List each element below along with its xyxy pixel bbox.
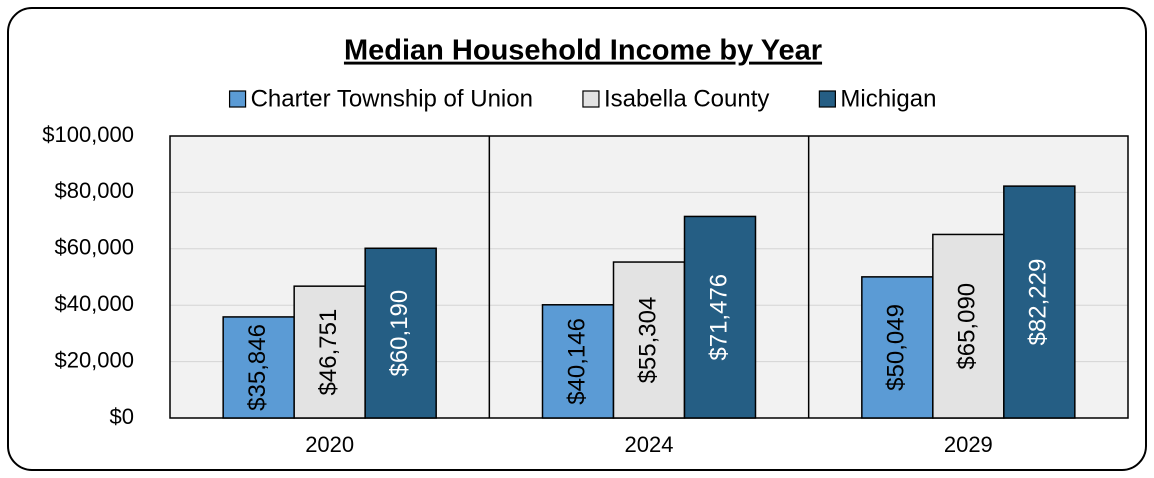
legend-label: Charter Township of Union (251, 85, 533, 112)
bar (932, 233, 1005, 419)
legend-swatch (582, 90, 600, 108)
x-tick-label: 2020 (305, 432, 354, 457)
bar (1003, 185, 1076, 419)
bar (612, 261, 686, 419)
value-label: $60,190 (386, 290, 413, 377)
value-label: $50,049 (883, 304, 910, 391)
y-tick-label: $60,000 (54, 235, 134, 260)
bar (541, 304, 615, 419)
value-label: $55,304 (634, 297, 661, 384)
legend-label: Isabella County (604, 85, 769, 112)
y-tick-label: $100,000 (42, 122, 134, 147)
y-tick-label: $80,000 (54, 178, 134, 203)
value-label: $46,751 (315, 309, 342, 396)
x-tick-label: 2024 (625, 432, 674, 457)
value-label: $71,476 (705, 274, 732, 361)
legend-swatch (228, 90, 247, 108)
bar (222, 316, 295, 419)
legend: Charter Township of Union Isabella County… (228, 85, 936, 112)
y-tick-label: $20,000 (54, 347, 134, 372)
bar (683, 215, 757, 419)
chart-title: Median Household Income by Year (344, 35, 822, 67)
value-label: $35,846 (244, 324, 271, 411)
value-label: $82,229 (1025, 259, 1052, 346)
bar (364, 247, 437, 419)
y-tick-label: $40,000 (54, 291, 134, 316)
legend-swatch (818, 90, 836, 108)
legend-label: Michigan (840, 85, 936, 112)
value-label: $65,090 (954, 283, 981, 370)
value-label: $40,146 (563, 318, 590, 405)
x-tick-label: 2029 (944, 432, 993, 457)
y-tick-label: $0 (110, 404, 134, 429)
